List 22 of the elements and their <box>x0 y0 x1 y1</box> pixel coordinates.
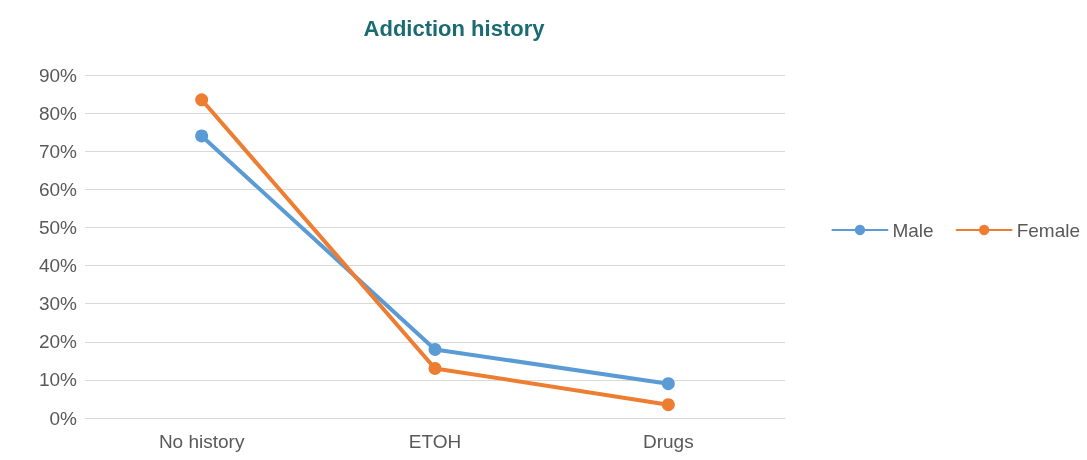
point <box>195 93 209 107</box>
legend-label: Male <box>892 219 934 241</box>
x-tick-label: ETOH <box>408 431 462 452</box>
point <box>195 129 209 143</box>
y-tick-label: 70% <box>38 140 78 162</box>
y-tick-label: 60% <box>38 178 78 200</box>
point <box>428 342 442 356</box>
y-tick-label: 10% <box>38 369 78 391</box>
point <box>428 361 442 375</box>
x-tick-label: No history <box>158 431 245 452</box>
legend-label: Female <box>1016 219 1080 241</box>
y-tick-label: 80% <box>38 102 78 124</box>
y-tick-label: 50% <box>38 216 78 238</box>
point <box>661 377 675 391</box>
y-tick-label: 30% <box>38 293 78 315</box>
y-tick-label: 90% <box>38 64 78 86</box>
y-tick-label: 0% <box>49 407 78 429</box>
x-tick-label: Drugs <box>642 431 694 452</box>
chart-title: Addiction history <box>363 15 546 41</box>
y-tick-label: 20% <box>38 331 78 353</box>
point <box>661 398 675 412</box>
y-tick-label: 40% <box>38 255 78 277</box>
